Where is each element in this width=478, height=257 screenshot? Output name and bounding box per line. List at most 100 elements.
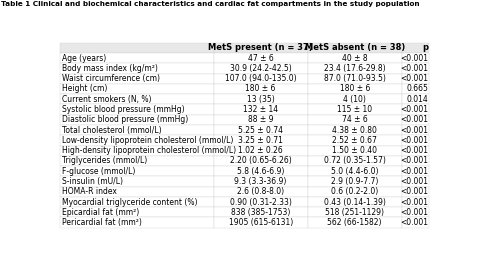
Text: 0.665: 0.665 (406, 85, 428, 94)
Text: <0.001: <0.001 (400, 64, 428, 73)
Bar (308, 125, 402, 135)
Bar (61, 125, 214, 135)
Bar (402, 94, 429, 104)
Bar (402, 74, 429, 84)
Bar (61, 207, 214, 217)
Bar (402, 115, 429, 125)
Text: 23.4 (17.6-29.8): 23.4 (17.6-29.8) (324, 64, 386, 73)
Bar (308, 94, 402, 104)
Bar (308, 53, 402, 63)
Bar (214, 63, 308, 74)
Text: 0.90 (0.31-2.33): 0.90 (0.31-2.33) (230, 198, 292, 207)
Bar (61, 156, 214, 166)
Text: <0.001: <0.001 (400, 187, 428, 196)
Text: 5.25 ± 0.74: 5.25 ± 0.74 (238, 126, 283, 135)
Text: <0.001: <0.001 (400, 126, 428, 135)
Text: Body mass index (kg/m²): Body mass index (kg/m²) (62, 64, 158, 73)
Bar (402, 125, 429, 135)
Text: 0.014: 0.014 (406, 95, 428, 104)
Text: 180 ± 6: 180 ± 6 (339, 85, 370, 94)
Bar (61, 84, 214, 94)
Text: Triglycerides (mmol/L): Triglycerides (mmol/L) (62, 157, 147, 166)
Text: Total cholesterol (mmol/L): Total cholesterol (mmol/L) (62, 126, 162, 135)
Text: Height (cm): Height (cm) (62, 85, 108, 94)
Text: 2.9 (0.9-7.7): 2.9 (0.9-7.7) (331, 177, 379, 186)
Bar (61, 63, 214, 74)
Bar (214, 84, 308, 94)
Bar (61, 217, 214, 228)
Text: 0.43 (0.14-1.39): 0.43 (0.14-1.39) (324, 198, 386, 207)
Text: S-insulin (mU/L): S-insulin (mU/L) (62, 177, 123, 186)
Bar (214, 166, 308, 176)
Text: 4 (10): 4 (10) (343, 95, 366, 104)
Text: 1905 (615-6131): 1905 (615-6131) (228, 218, 293, 227)
Bar (402, 145, 429, 156)
Text: 30.9 (24.2-42.5): 30.9 (24.2-42.5) (230, 64, 292, 73)
Bar (214, 156, 308, 166)
Bar (61, 115, 214, 125)
Text: 518 (251-1129): 518 (251-1129) (325, 208, 384, 217)
Text: <0.001: <0.001 (400, 218, 428, 227)
Bar (61, 166, 214, 176)
Text: <0.001: <0.001 (400, 177, 428, 186)
Text: 2.6 (0.8-8.0): 2.6 (0.8-8.0) (237, 187, 284, 196)
Text: <0.001: <0.001 (400, 136, 428, 145)
Text: 40 ± 8: 40 ± 8 (342, 54, 368, 63)
Text: 5.8 (4.6-6.9): 5.8 (4.6-6.9) (237, 167, 284, 176)
Bar (308, 145, 402, 156)
Bar (402, 176, 429, 187)
Text: 87.0 (71.0-93.5): 87.0 (71.0-93.5) (324, 74, 386, 83)
Bar (308, 84, 402, 94)
Bar (61, 145, 214, 156)
Bar (308, 74, 402, 84)
Text: Waist circumference (cm): Waist circumference (cm) (62, 74, 160, 83)
Text: Systolic blood pressure (mmHg): Systolic blood pressure (mmHg) (62, 105, 185, 114)
Bar (61, 43, 214, 53)
Bar (402, 197, 429, 207)
Text: 2.52 ± 0.67: 2.52 ± 0.67 (332, 136, 377, 145)
Bar (61, 104, 214, 115)
Bar (214, 43, 308, 53)
Bar (308, 166, 402, 176)
Bar (214, 217, 308, 228)
Text: 1.50 ± 0.40: 1.50 ± 0.40 (332, 146, 377, 155)
Bar (402, 207, 429, 217)
Text: 180 ± 6: 180 ± 6 (246, 85, 276, 94)
Text: 562 (66-1582): 562 (66-1582) (327, 218, 382, 227)
Bar (214, 115, 308, 125)
Text: <0.001: <0.001 (400, 74, 428, 83)
Text: p: p (422, 43, 428, 52)
Bar (402, 187, 429, 197)
Bar (61, 197, 214, 207)
Text: Age (years): Age (years) (62, 54, 106, 63)
Bar (214, 74, 308, 84)
Text: Myocardial triglyceride content (%): Myocardial triglyceride content (%) (62, 198, 197, 207)
Bar (402, 156, 429, 166)
Text: Pericardial fat (mm²): Pericardial fat (mm²) (62, 218, 142, 227)
Bar (402, 166, 429, 176)
Text: 9.3 (3.3-36.9): 9.3 (3.3-36.9) (235, 177, 287, 186)
Text: 88 ± 9: 88 ± 9 (248, 115, 273, 124)
Text: 2.20 (0.65-6.26): 2.20 (0.65-6.26) (230, 157, 292, 166)
Text: <0.001: <0.001 (400, 167, 428, 176)
Bar (214, 207, 308, 217)
Bar (308, 187, 402, 197)
Bar (308, 135, 402, 145)
Bar (308, 156, 402, 166)
Bar (214, 145, 308, 156)
Text: 4.38 ± 0.80: 4.38 ± 0.80 (332, 126, 377, 135)
Bar (402, 43, 429, 53)
Text: 74 ± 6: 74 ± 6 (342, 115, 368, 124)
Bar (61, 74, 214, 84)
Bar (308, 207, 402, 217)
Text: <0.001: <0.001 (400, 198, 428, 207)
Bar (308, 217, 402, 228)
Text: 0.72 (0.35-1.57): 0.72 (0.35-1.57) (324, 157, 386, 166)
Bar (308, 63, 402, 74)
Text: 13 (35): 13 (35) (247, 95, 274, 104)
Text: MetS absent (n = 38): MetS absent (n = 38) (304, 43, 405, 52)
Text: <0.001: <0.001 (400, 105, 428, 114)
Text: <0.001: <0.001 (400, 208, 428, 217)
Bar (214, 187, 308, 197)
Text: 838 (385-1753): 838 (385-1753) (231, 208, 290, 217)
